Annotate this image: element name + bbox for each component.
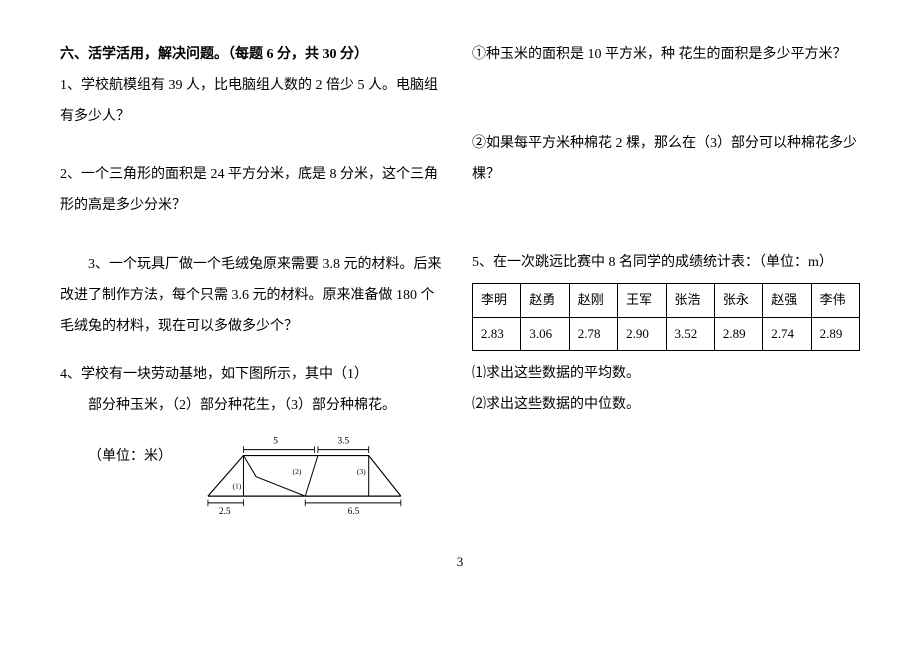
table-row: 2.83 3.06 2.78 2.90 3.52 2.89 2.74 2.89 [473,317,860,351]
td-5: 2.89 [714,317,762,351]
content-columns: 六、活学活用，解决问题。（每题 6 分，共 30 分） 1、学校航模组有 39 … [60,40,860,528]
q4-line2: 部分种玉米，（2）部分种花生，（3）部分种棉花。 [60,391,448,422]
left-column: 六、活学活用，解决问题。（每题 6 分，共 30 分） 1、学校航模组有 39 … [60,40,448,528]
th-2: 赵刚 [569,284,617,318]
dim-bot-right: 6.5 [348,507,360,517]
trapezoid-figure: 5 3.5 (1) (2) (3) [191,430,448,520]
q4-line1: 4、学校有一块劳动基地，如下图所示，其中（1） [60,360,448,391]
td-0: 2.83 [473,317,521,351]
td-1: 3.06 [521,317,569,351]
dim-top-right: 3.5 [338,437,350,447]
q1: 1、学校航模组有 39 人，比电脑组人数的 2 倍少 5 人。电脑组有多少人？ [60,71,448,133]
score-table: 李明 赵勇 赵刚 王军 张浩 张永 赵强 李伟 2.83 3.06 2.78 2… [472,283,860,351]
section-heading: 六、活学活用，解决问题。（每题 6 分，共 30 分） [60,40,448,71]
q5-sub1: ⑴求出这些数据的平均数。 [472,359,860,390]
q4-sub2: ②如果每平方米种棉花 2 棵，那么在（3）部分可以种棉花多少棵？ [472,129,860,191]
q5-sub2: ⑵求出这些数据的中位数。 [472,390,860,421]
q3: 3、一个玩具厂做一个毛绒兔原来需要 3.8 元的材料。后来改进了制作方法，每个只… [60,250,448,342]
q4-unit: （单位：米） [60,422,171,473]
dim-bot-left: 2.5 [219,507,231,517]
q5-lead: 5、在一次跳远比赛中 8 名同学的成绩统计表：（单位：m） [472,248,860,279]
q2: 2、一个三角形的面积是 24 平方分米，底是 8 分米，这个三角形的高是多少分米… [60,160,448,222]
td-3: 2.90 [618,317,666,351]
label-3: (3) [357,467,366,476]
th-0: 李明 [473,284,521,318]
label-1: (1) [232,482,241,491]
q4-sub1: ①种玉米的面积是 10 平方米，种 花生的面积是多少平方米？ [472,40,860,71]
th-4: 张浩 [666,284,714,318]
th-5: 张永 [714,284,762,318]
right-column: ①种玉米的面积是 10 平方米，种 花生的面积是多少平方米？ ②如果每平方米种棉… [472,40,860,528]
table-row: 李明 赵勇 赵刚 王军 张浩 张永 赵强 李伟 [473,284,860,318]
td-7: 2.89 [811,317,859,351]
page-number: 3 [60,548,860,577]
th-3: 王军 [618,284,666,318]
th-1: 赵勇 [521,284,569,318]
td-4: 3.52 [666,317,714,351]
label-2: (2) [293,467,302,476]
dim-top-left: 5 [273,437,278,447]
th-6: 赵强 [763,284,811,318]
th-7: 李伟 [811,284,859,318]
td-2: 2.78 [569,317,617,351]
td-6: 2.74 [763,317,811,351]
